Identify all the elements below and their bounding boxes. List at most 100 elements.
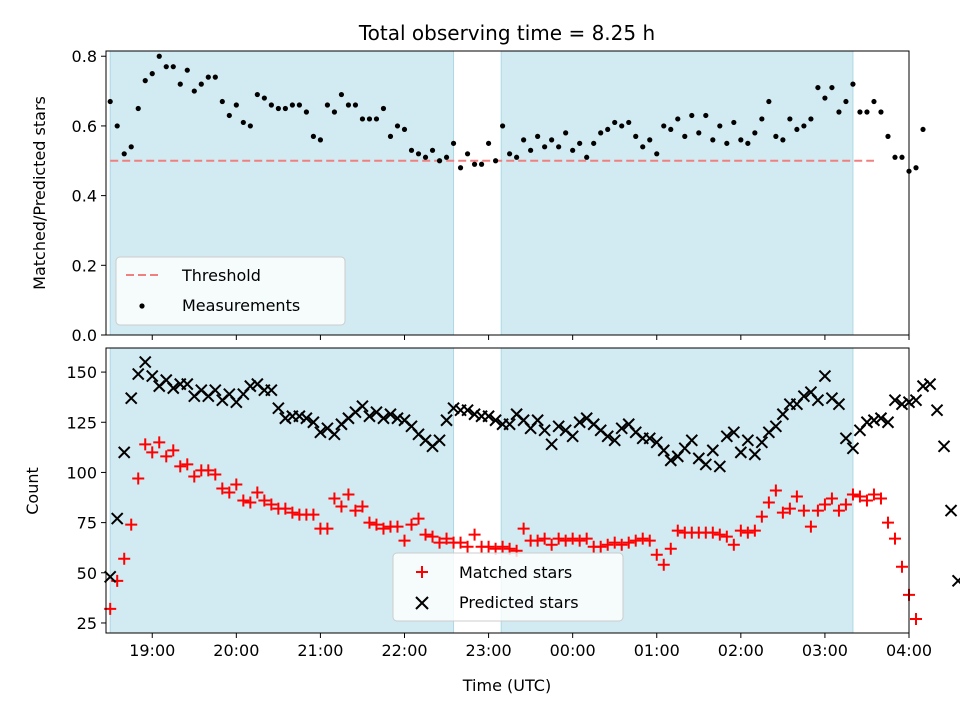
predicted-star-marker	[664, 454, 677, 467]
predicted-star-marker	[146, 369, 159, 383]
x-tick-label: 20:00	[213, 641, 259, 660]
measurement-point	[836, 109, 842, 115]
measurement-point	[752, 130, 758, 136]
matched-star-marker	[216, 482, 229, 495]
measurement-point	[808, 116, 814, 122]
measurement-point	[275, 105, 281, 112]
measurement-point	[408, 147, 415, 153]
matched-star-marker	[286, 506, 299, 519]
predicted-star-markers	[103, 355, 960, 588]
predicted-star-marker	[489, 414, 502, 427]
matched-star-marker	[335, 500, 348, 513]
measurement-point	[885, 133, 891, 139]
matched-star-marker	[636, 532, 649, 545]
predicted-star-marker	[615, 422, 628, 435]
measurement-point	[899, 154, 905, 160]
predicted-star-marker	[727, 426, 741, 439]
measurement-point	[591, 140, 597, 146]
measurement-point	[871, 98, 877, 105]
legend-threshold-label: Threshold	[181, 266, 261, 285]
measurement-point	[864, 109, 870, 115]
predicted-star-marker	[874, 412, 888, 425]
measurement-point	[556, 144, 562, 150]
matched-star-marker	[608, 536, 621, 549]
measurement-point	[464, 151, 471, 157]
matched-star-marker	[202, 464, 215, 477]
predicted-star-marker	[139, 355, 152, 369]
predicted-star-marker	[111, 512, 124, 525]
measurement-point	[121, 151, 127, 157]
predicted-star-marker	[748, 448, 762, 461]
measurement-point	[303, 109, 309, 115]
matched-star-marker	[139, 438, 152, 451]
predicted-star-marker	[930, 404, 944, 417]
measurement-point	[654, 151, 660, 157]
matched-star-marker	[230, 478, 243, 491]
measurement-point	[822, 95, 828, 101]
measurement-point	[296, 102, 302, 108]
measurement-point	[745, 140, 751, 146]
measurement-point	[226, 112, 232, 119]
matched-star-marker	[713, 528, 726, 541]
matched-star-marker	[545, 538, 558, 551]
measurement-point	[401, 126, 408, 133]
bottom-legend: Matched stars Predicted stars	[392, 552, 624, 622]
measurement-point	[366, 116, 373, 122]
measurement-point	[738, 137, 744, 143]
measurement-point	[577, 140, 583, 146]
predicted-star-marker	[867, 414, 881, 427]
matched-star-marker	[468, 528, 481, 541]
measurement-point	[619, 123, 625, 129]
matched-star-marker	[517, 522, 530, 535]
matched-star-marker	[279, 502, 292, 515]
y-tick-label: 75	[77, 514, 97, 533]
measurement-point	[219, 98, 225, 105]
predicted-star-marker	[755, 436, 769, 449]
measurement-point	[457, 165, 464, 171]
bottom-axes-frame	[105, 347, 910, 634]
predicted-star-marker	[265, 383, 278, 397]
measurement-point	[724, 140, 730, 146]
matched-star-marker	[251, 486, 264, 499]
predicted-star-marker	[916, 379, 930, 393]
predicted-star-marker	[209, 383, 222, 397]
measurement-point	[696, 130, 702, 136]
matched-star-marker	[188, 470, 201, 483]
top-legend: Threshold Measurements	[115, 256, 346, 326]
matched-star-marker	[391, 520, 404, 533]
matched-star-marker	[538, 532, 551, 545]
measurement-point	[521, 137, 527, 143]
bottom-legend-box	[392, 552, 624, 622]
measurement-point	[640, 144, 646, 150]
measurement-point	[857, 109, 863, 115]
measurement-point	[661, 123, 667, 129]
predicted-star-marker	[314, 426, 327, 439]
matched-star-marker	[258, 494, 271, 507]
matched-star-marker	[818, 498, 831, 511]
measurement-point	[605, 126, 611, 133]
matched-star-marker	[153, 436, 166, 449]
predicted-star-marker	[818, 369, 832, 383]
predicted-star-marker	[181, 377, 194, 391]
predicted-star-marker	[377, 412, 390, 425]
matched-star-marker	[167, 444, 180, 457]
predicted-star-marker	[909, 393, 923, 407]
predicted-star-marker	[279, 412, 292, 425]
matched-star-marker	[482, 540, 495, 553]
measurement-point	[359, 116, 366, 122]
measurement-point	[528, 147, 534, 153]
matched-star-marker	[440, 532, 453, 545]
top-axes-frame	[105, 50, 910, 336]
top-y-ticks: 0.0 0.2 0.4 0.6 0.8	[72, 47, 106, 345]
measurement-point	[149, 71, 155, 77]
matched-star-marker	[825, 492, 838, 505]
chart-title: Total observing time = 8.25 h	[358, 21, 655, 45]
measurement-point	[549, 137, 555, 143]
matched-star-marker	[643, 534, 656, 547]
matched-star-marker	[181, 458, 194, 471]
matched-star-marker	[321, 522, 334, 535]
measurement-point	[689, 112, 695, 119]
matched-star-marker	[853, 490, 866, 503]
measurement-point	[499, 123, 506, 129]
predicted-star-marker	[888, 393, 902, 407]
